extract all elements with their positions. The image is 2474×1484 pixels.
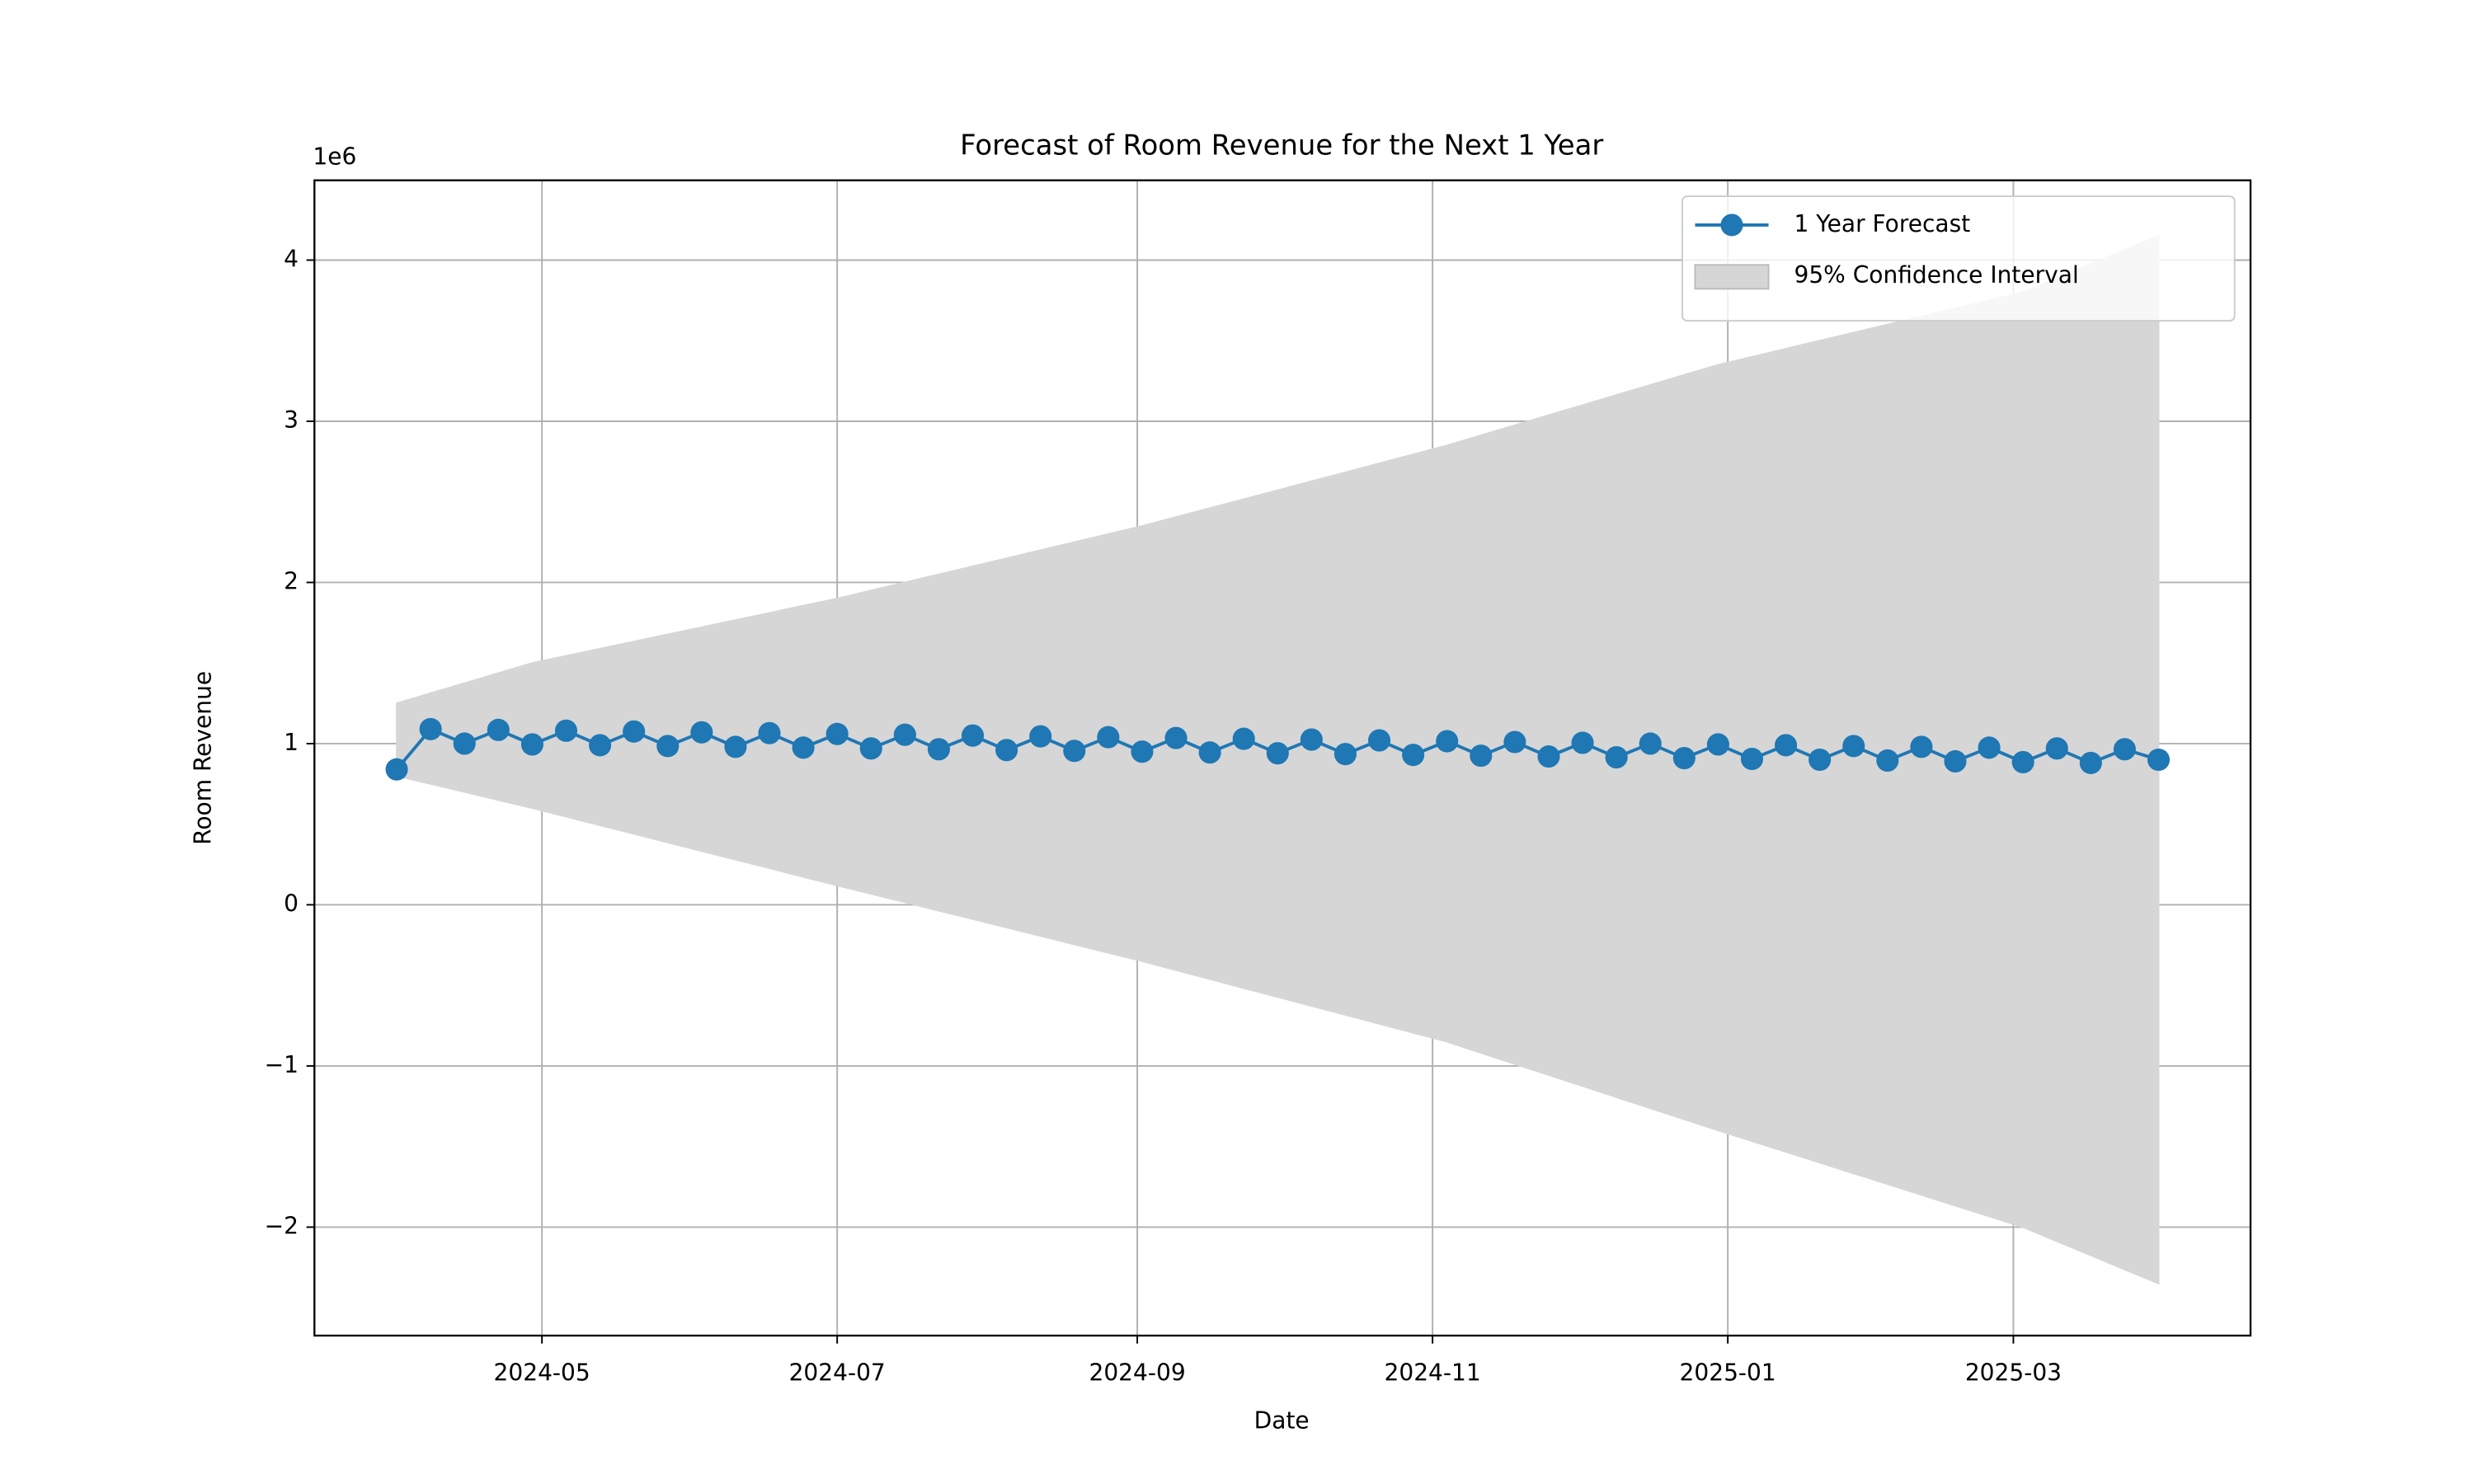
- x-tick-label: 2025-01: [1680, 1359, 1776, 1386]
- forecast-point: [1910, 735, 1933, 758]
- forecast-point: [1571, 731, 1594, 754]
- forecast-point: [589, 734, 612, 757]
- y-tick-label: 0: [284, 890, 299, 917]
- chart-title: Forecast of Room Revenue for the Next 1 …: [960, 129, 1603, 162]
- forecast-point: [1198, 741, 1221, 764]
- forecast-point: [1232, 727, 1255, 750]
- forecast-point: [893, 723, 916, 746]
- forecast-point: [1097, 726, 1120, 749]
- forecast-point: [1605, 746, 1628, 769]
- plot-area: 2024-05 2024-07 2024-09 2024-11 2025-01 2025-…: [265, 180, 2251, 1386]
- legend-label: 95% Confidence Interval: [1794, 261, 2078, 289]
- axes-frame: [313, 179, 2252, 1337]
- forecast-point: [825, 722, 849, 745]
- forecast-point: [1740, 747, 1764, 771]
- forecast-point: [1300, 728, 1323, 751]
- forecast-point: [1131, 740, 1154, 763]
- forecast-point: [961, 724, 985, 747]
- forecast-point: [859, 737, 882, 760]
- forecast-point: [1368, 729, 1391, 752]
- forecast-point: [2079, 751, 2102, 774]
- legend: 1 Year Forecast 95% Confidence Interval: [1681, 195, 2236, 322]
- forecast-point: [1266, 742, 1289, 765]
- forecast-point: [2113, 738, 2136, 761]
- forecast-point: [1333, 743, 1357, 766]
- x-tick-label: 2025-03: [1965, 1359, 2062, 1386]
- forecast-point: [1470, 744, 1493, 768]
- forecast-point: [385, 758, 408, 781]
- forecast-point: [554, 719, 578, 742]
- forecast-point: [724, 735, 747, 758]
- forecast-point: [690, 721, 713, 744]
- forecast-point: [2045, 737, 2068, 760]
- forecast-point: [995, 739, 1018, 762]
- legend-box: [1681, 195, 2236, 322]
- forecast-point: [2147, 748, 2171, 772]
- forecast-point: [1063, 740, 1086, 763]
- forecast-point: [1876, 749, 1899, 773]
- forecast-point: [1842, 735, 1865, 758]
- legend-patch: [1694, 264, 1770, 290]
- y-tick-label: 3: [284, 406, 299, 434]
- x-tick-label: 2024-11: [1385, 1359, 1481, 1386]
- forecast-point: [1808, 748, 1832, 772]
- forecast-point: [927, 738, 950, 761]
- x-axis-label: Date: [1254, 1407, 1310, 1435]
- legend-marker: [1720, 214, 1743, 237]
- y-tick-label: 4: [284, 245, 299, 272]
- forecast-point: [1672, 747, 1696, 770]
- y-axis-label: Room Revenue: [190, 671, 217, 845]
- forecast-point: [419, 717, 442, 740]
- forecast-point: [656, 735, 680, 758]
- y-offset-label: 1e6: [313, 143, 356, 171]
- y-tick-label: −1: [265, 1051, 299, 1078]
- forecast-point: [623, 720, 646, 743]
- y-tick-label: 1: [284, 729, 299, 756]
- forecast-point: [1706, 733, 1729, 756]
- forecast-point: [1978, 736, 2001, 759]
- forecast-point: [487, 718, 510, 741]
- x-tick-label: 2024-07: [789, 1359, 886, 1386]
- forecast-point: [1436, 730, 1459, 753]
- forecast-point: [1537, 745, 1560, 768]
- forecast-point: [453, 732, 476, 755]
- forecast-point: [1503, 730, 1526, 754]
- forecast-point: [758, 721, 781, 744]
- legend-label: 1 Year Forecast: [1794, 210, 1970, 237]
- forecast-point: [520, 733, 543, 756]
- y-tick-label: −2: [265, 1212, 299, 1239]
- forecast-point: [1029, 725, 1052, 748]
- forecast-point: [1164, 726, 1188, 749]
- x-tick-label: 2024-05: [494, 1359, 590, 1386]
- y-tick-label: 2: [284, 567, 299, 594]
- forecast-point: [1944, 749, 1967, 773]
- forecast-point: [1639, 732, 1662, 755]
- x-tick-label: 2024-09: [1089, 1359, 1185, 1386]
- forecast-point: [2011, 750, 2034, 773]
- forecast-point: [1402, 744, 1425, 767]
- forecast-point: [792, 736, 815, 759]
- forecast-point: [1775, 734, 1798, 757]
